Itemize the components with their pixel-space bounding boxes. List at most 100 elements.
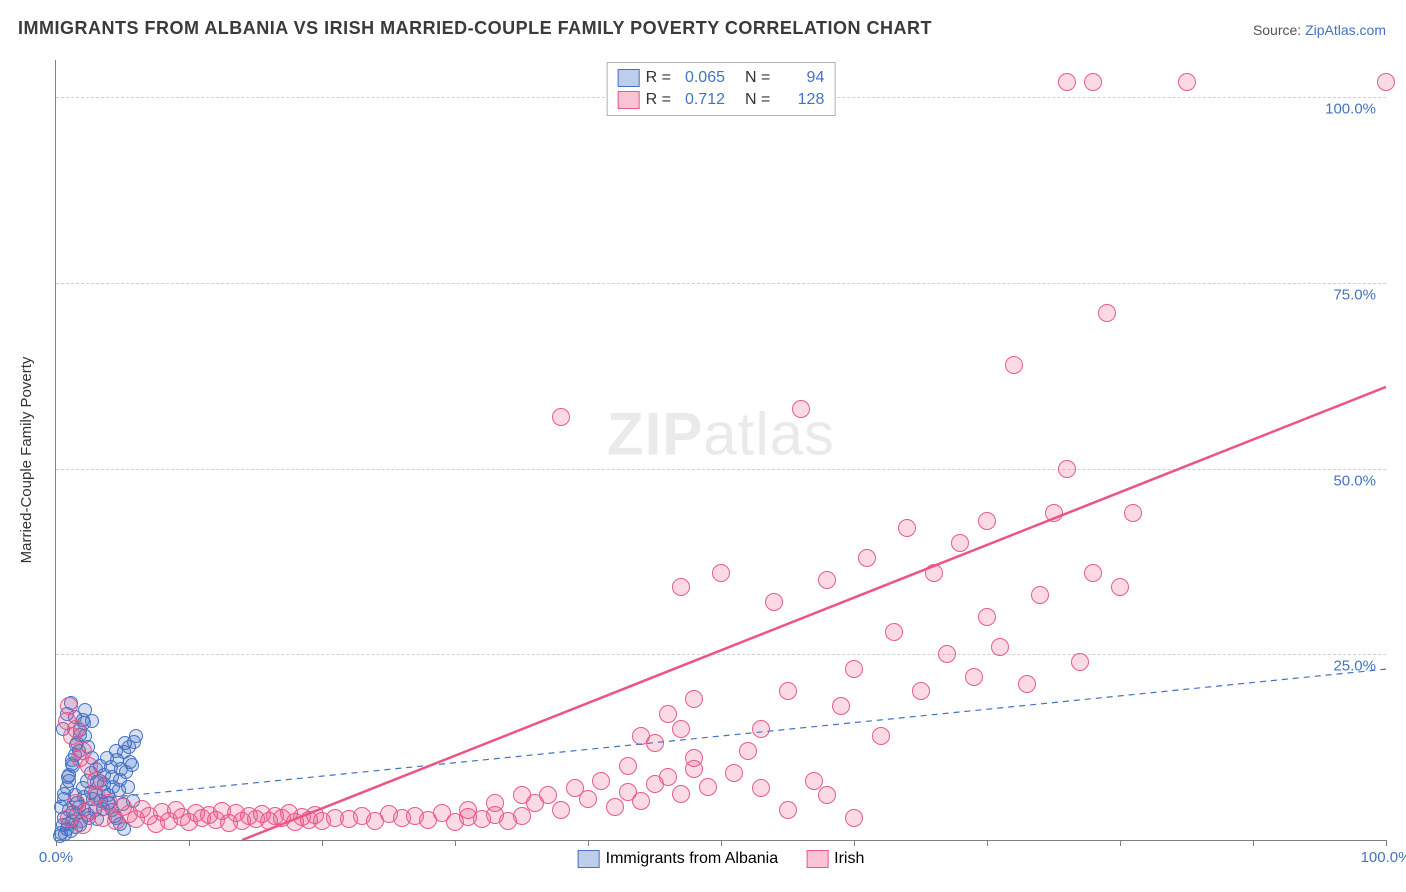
x-tick <box>854 840 855 846</box>
scatter-point <box>1045 504 1063 522</box>
scatter-point <box>659 705 677 723</box>
scatter-point <box>739 742 757 760</box>
scatter-point <box>805 772 823 790</box>
x-tick <box>322 840 323 846</box>
scatter-point <box>513 807 531 825</box>
x-tick <box>588 840 589 846</box>
scatter-point <box>978 512 996 530</box>
n-label: N = <box>745 67 770 89</box>
scatter-point <box>1084 73 1102 91</box>
scatter-point <box>845 809 863 827</box>
scatter-point <box>1178 73 1196 91</box>
r-value: 0.065 <box>677 67 725 89</box>
scatter-point <box>1005 356 1023 374</box>
y-tick-label: 25.0% <box>1331 658 1378 675</box>
x-tick <box>455 840 456 846</box>
scatter-point <box>672 578 690 596</box>
scatter-point <box>1058 460 1076 478</box>
scatter-point <box>632 792 650 810</box>
y-tick-label: 100.0% <box>1323 101 1378 118</box>
scatter-point <box>1058 73 1076 91</box>
scatter-point <box>818 786 836 804</box>
scatter-point <box>1111 578 1129 596</box>
scatter-point <box>659 768 677 786</box>
gridline <box>56 283 1386 284</box>
scatter-point <box>818 571 836 589</box>
scatter-point <box>1377 73 1395 91</box>
scatter-point <box>592 772 610 790</box>
scatter-point <box>792 400 810 418</box>
scatter-point <box>991 638 1009 656</box>
r-label: R = <box>646 89 671 111</box>
x-tick <box>1386 840 1387 846</box>
scatter-point <box>459 801 477 819</box>
scatter-point <box>779 801 797 819</box>
source-credit: Source: ZipAtlas.com <box>1253 22 1386 38</box>
scatter-point <box>725 764 743 782</box>
scatter-point <box>832 697 850 715</box>
gridline <box>56 654 1386 655</box>
scatter-point <box>938 645 956 663</box>
scatter-point <box>912 682 930 700</box>
gridline <box>56 469 1386 470</box>
legend-label: Immigrants from Albania <box>606 850 779 867</box>
scatter-point <box>486 794 504 812</box>
scatter-point <box>539 786 557 804</box>
x-tick <box>189 840 190 846</box>
plot-area: ZIPatlas R = 0.065 N = 94 R = 0.712 N = … <box>55 60 1386 841</box>
legend-row-pink: R = 0.712 N = 128 <box>618 89 825 111</box>
scatter-point <box>1098 304 1116 322</box>
scatter-point <box>685 690 703 708</box>
scatter-point <box>87 772 105 790</box>
scatter-point <box>951 534 969 552</box>
scatter-point <box>898 519 916 537</box>
scatter-point <box>885 623 903 641</box>
scatter-point <box>965 668 983 686</box>
scatter-point <box>685 749 703 767</box>
scatter-point <box>752 720 770 738</box>
legend-item: Irish <box>806 850 864 868</box>
y-tick-label: 75.0% <box>1331 286 1378 303</box>
y-axis-label: Married-Couple Family Poverty <box>18 357 35 564</box>
scatter-point <box>552 801 570 819</box>
scatter-point <box>858 549 876 567</box>
chart-container: IMMIGRANTS FROM ALBANIA VS IRISH MARRIED… <box>0 0 1406 892</box>
chart-title: IMMIGRANTS FROM ALBANIA VS IRISH MARRIED… <box>18 18 932 39</box>
trend-line <box>56 669 1386 803</box>
legend-item: Immigrants from Albania <box>578 850 779 868</box>
x-tick <box>987 840 988 846</box>
scatter-point <box>1071 653 1089 671</box>
scatter-point <box>872 727 890 745</box>
x-tick <box>1120 840 1121 846</box>
n-value: 94 <box>776 67 824 89</box>
scatter-point <box>552 408 570 426</box>
scatter-point <box>71 749 89 767</box>
scatter-point <box>63 727 81 745</box>
series-legend: Immigrants from Albania Irish <box>578 850 865 868</box>
trend-lines <box>56 60 1386 840</box>
x-tick <box>721 840 722 846</box>
scatter-point <box>579 790 597 808</box>
scatter-point <box>513 786 531 804</box>
scatter-point <box>1031 586 1049 604</box>
swatch-blue-icon <box>618 69 640 87</box>
x-tick-label: 100.0% <box>1361 849 1406 866</box>
scatter-point <box>672 720 690 738</box>
x-tick <box>1253 840 1254 846</box>
scatter-point <box>925 564 943 582</box>
scatter-point <box>619 757 637 775</box>
correlation-legend: R = 0.065 N = 94 R = 0.712 N = 128 <box>607 62 836 116</box>
swatch-pink-icon <box>806 850 828 868</box>
scatter-point <box>779 682 797 700</box>
n-label: N = <box>745 89 770 111</box>
n-value: 128 <box>776 89 824 111</box>
scatter-point <box>765 593 783 611</box>
scatter-point <box>646 734 664 752</box>
r-value: 0.712 <box>677 89 725 111</box>
scatter-point <box>699 778 717 796</box>
scatter-point <box>672 785 690 803</box>
source-value: ZipAtlas.com <box>1305 22 1386 38</box>
x-tick-label: 0.0% <box>39 849 73 866</box>
y-tick-label: 50.0% <box>1331 472 1378 489</box>
scatter-point <box>1018 675 1036 693</box>
